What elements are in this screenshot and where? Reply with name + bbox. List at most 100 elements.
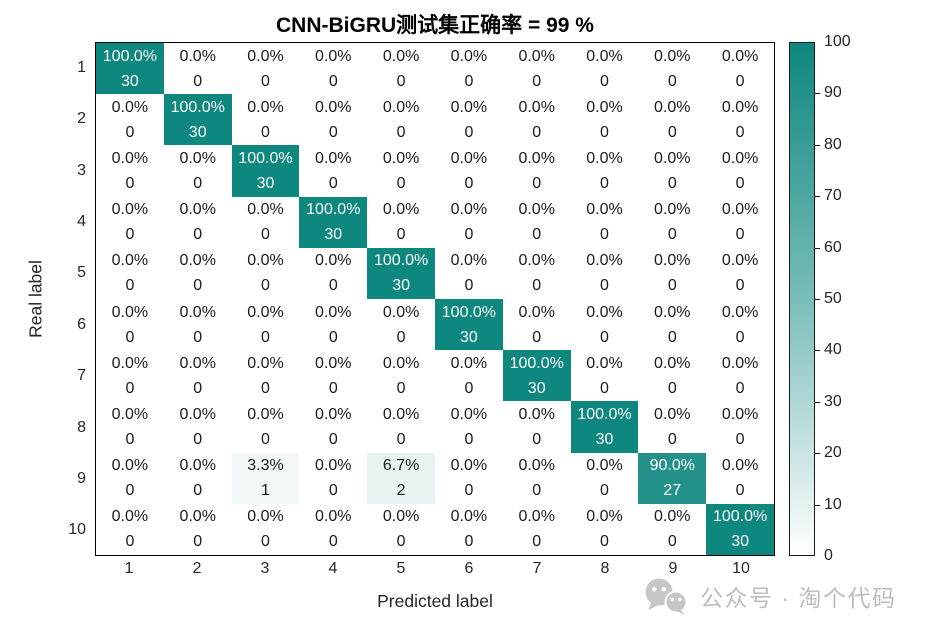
matrix-cell: 0.0% 0 (638, 196, 707, 248)
cell-percent: 0.0% (654, 252, 691, 270)
matrix-cell: 3.3% 1 (231, 452, 300, 504)
matrix-cell: 0.0% 0 (638, 401, 707, 453)
cell-percent: 0.0% (111, 457, 149, 475)
y-tick-label: 1 (77, 58, 86, 76)
cell-count: 0 (600, 328, 609, 346)
cell-count: 0 (735, 174, 745, 192)
cell-percent: 0.0% (111, 354, 149, 372)
cell-count: 0 (735, 72, 745, 90)
colorbar-tick-label: 20 (824, 444, 842, 461)
cell-percent: 0.0% (721, 457, 759, 475)
cell-count: 0 (193, 277, 203, 295)
matrix-cell: 6.7% 2 (367, 452, 435, 504)
colorbar-tick-label: 60 (824, 239, 842, 256)
cell-percent: 0.0% (586, 98, 623, 116)
cell-percent: 0.0% (721, 252, 759, 270)
cell-count: 0 (667, 379, 677, 397)
cell-percent: 100.0% (373, 252, 429, 270)
matrix-cell: 0.0% 0 (163, 503, 232, 555)
cell-percent: 0.0% (518, 252, 555, 270)
cell-percent: 0.0% (315, 252, 352, 270)
watermark-text: 公众号 · 淘个代码 (700, 585, 897, 611)
cell-percent: 0.0% (111, 303, 149, 321)
matrix-cell: 0.0% 0 (706, 452, 774, 504)
y-tick-label: 5 (77, 264, 86, 282)
cell-count: 0 (193, 72, 203, 90)
x-tick-label: 10 (732, 560, 750, 577)
cell-percent: 0.0% (382, 405, 420, 423)
cell-count: 0 (125, 123, 135, 141)
matrix-cell: 0.0% 0 (706, 94, 774, 146)
matrix-cell: 100.0% 30 (706, 503, 774, 555)
cell-count: 0 (261, 277, 270, 295)
cell-count: 0 (261, 379, 270, 397)
y-tick-label: 2 (77, 110, 86, 128)
colorbar-tick-label: 70 (824, 187, 842, 204)
cell-percent: 0.0% (111, 508, 149, 526)
cell-percent: 0.0% (179, 149, 216, 167)
cell-percent: 0.0% (315, 47, 352, 65)
matrix-cell: 100.0% 30 (570, 401, 639, 453)
cell-count: 0 (600, 379, 609, 397)
cell-count: 0 (193, 533, 203, 551)
colorbar-tick-label: 80 (824, 136, 842, 153)
matrix-cell: 0.0% 0 (435, 247, 503, 299)
matrix-cell: 0.0% 0 (299, 247, 368, 299)
cell-percent: 0.0% (315, 354, 352, 372)
cell-count: 30 (731, 533, 749, 551)
cell-percent: 0.0% (450, 149, 488, 167)
matrix-cell: 0.0% 0 (570, 196, 639, 248)
matrix-cell: 0.0% 0 (706, 196, 774, 248)
cell-count: 0 (600, 226, 609, 244)
matrix-cell: 0.0% 0 (96, 299, 164, 351)
cell-percent: 0.0% (247, 405, 284, 423)
cell-count: 0 (125, 379, 135, 397)
cell-count: 1 (261, 482, 270, 500)
matrix-cell: 0.0% 0 (96, 452, 164, 504)
wechat-icon (645, 578, 688, 615)
cell-percent: 0.0% (382, 98, 420, 116)
matrix-cell: 0.0% 0 (231, 196, 300, 248)
matrix-cell: 100.0% 30 (435, 299, 503, 351)
cell-percent: 0.0% (450, 98, 488, 116)
matrix-cell: 0.0% 0 (706, 401, 774, 453)
cell-percent: 0.0% (179, 252, 216, 270)
cell-percent: 0.0% (586, 508, 623, 526)
cell-percent: 0.0% (654, 508, 691, 526)
cell-percent: 0.0% (518, 303, 555, 321)
matrix-cell: 0.0% 0 (502, 145, 571, 197)
matrix-cell: 0.0% 0 (96, 247, 164, 299)
cell-percent: 0.0% (450, 252, 488, 270)
matrix-cell: 0.0% 0 (638, 43, 707, 95)
cell-count: 0 (125, 533, 135, 551)
x-tick-label: 3 (260, 560, 270, 577)
cell-count: 0 (125, 430, 135, 448)
cell-percent: 0.0% (721, 303, 759, 321)
cell-percent: 0.0% (654, 149, 691, 167)
cell-count: 0 (328, 533, 338, 551)
matrix-cell: 0.0% 0 (299, 401, 368, 453)
cell-percent: 0.0% (247, 354, 284, 372)
matrix-cell: 0.0% 0 (163, 43, 232, 95)
cell-count: 30 (595, 430, 614, 448)
y-tick-label: 3 (77, 161, 86, 179)
matrix-cell: 0.0% 0 (367, 43, 435, 95)
cell-percent: 100.0% (712, 508, 768, 526)
matrix-cell: 0.0% 0 (163, 401, 232, 453)
cell-count: 0 (464, 226, 474, 244)
cell-count: 0 (328, 379, 338, 397)
cell-percent: 0.0% (586, 457, 623, 475)
cell-count: 0 (600, 482, 609, 500)
y-axis-ticks: 1 2 3 4 5 6 7 8 9 10 (44, 42, 86, 556)
x-tick-label: 2 (192, 560, 202, 577)
cell-count: 0 (125, 482, 135, 500)
chart-title: CNN-BiGRU测试集正确率 = 99 % (276, 14, 594, 37)
cell-count: 0 (193, 430, 203, 448)
cell-count: 30 (460, 328, 478, 346)
cell-percent: 0.0% (111, 201, 149, 219)
cell-count: 30 (188, 123, 207, 141)
matrix-cell: 0.0% 0 (367, 196, 435, 248)
cell-count: 0 (261, 226, 270, 244)
matrix-cell: 0.0% 0 (231, 247, 300, 299)
